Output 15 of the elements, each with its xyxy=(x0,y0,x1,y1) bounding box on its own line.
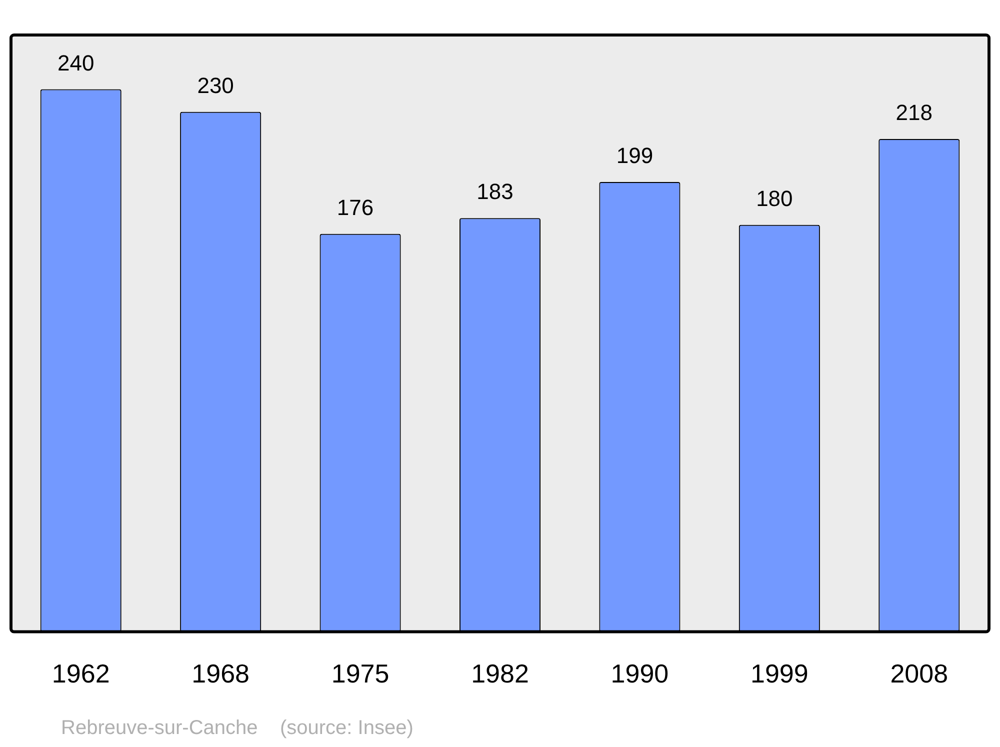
text: Rebreuve-sur-Canche (source: Insee) xyxy=(61,717,414,740)
data-label: 183 xyxy=(476,179,514,204)
data-label: 240 xyxy=(58,50,94,76)
data-label: 230 xyxy=(197,72,234,98)
x-tick-label: 1975 xyxy=(331,658,390,689)
x-tick-label: 1999 xyxy=(750,658,808,689)
x-tick-label: 1968 xyxy=(192,658,250,689)
x-tick-label: 2008 xyxy=(890,658,948,689)
data-label: 176 xyxy=(336,194,374,220)
data-label: 218 xyxy=(896,100,932,125)
data-label: 199 xyxy=(616,142,654,168)
x-tick-label: 1990 xyxy=(610,658,669,689)
data-label: 180 xyxy=(756,186,793,211)
x-tick-label: 1982 xyxy=(471,658,529,689)
x-tick-label: 1962 xyxy=(52,658,110,689)
